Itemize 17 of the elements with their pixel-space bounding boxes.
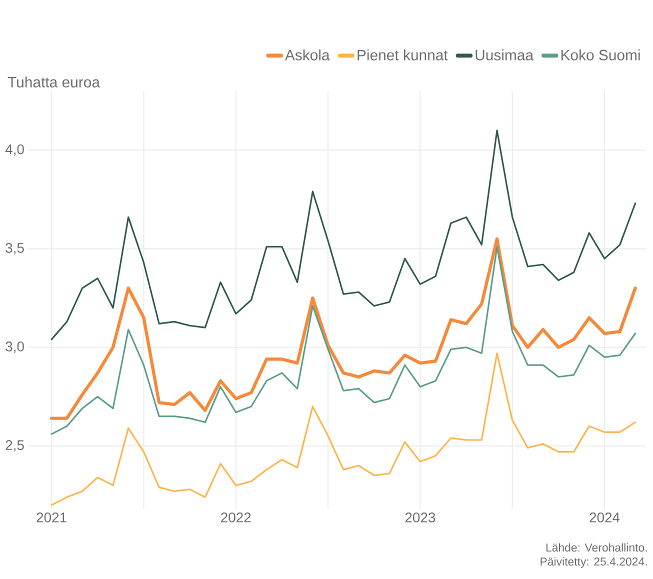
y-tick-label: 3,5 xyxy=(6,242,24,254)
x-tick-label: 2022 xyxy=(221,512,251,522)
y-tick-label: 3,0 xyxy=(6,342,24,354)
legend-label: Koko Suomi xyxy=(561,49,640,60)
legend-label: Pienet kunnat xyxy=(358,49,448,60)
y-axis-title: Tuhatta euroa xyxy=(8,76,100,88)
line-series xyxy=(50,130,636,340)
line-series xyxy=(50,352,636,506)
y-tick-label: 2,5 xyxy=(6,440,24,452)
text: Lähde: Verohallinto. xyxy=(546,543,647,552)
x-tick-label: 2021 xyxy=(36,512,66,522)
text: Päivitetty: 25.4.2024. xyxy=(540,557,647,568)
x-tick-label: 2024 xyxy=(590,512,620,522)
y-tick-label: 4,0 xyxy=(5,144,24,156)
legend-label: Uusimaa xyxy=(476,49,534,60)
legend-label: Askola xyxy=(284,49,330,60)
x-tick-label: 2023 xyxy=(405,512,436,522)
